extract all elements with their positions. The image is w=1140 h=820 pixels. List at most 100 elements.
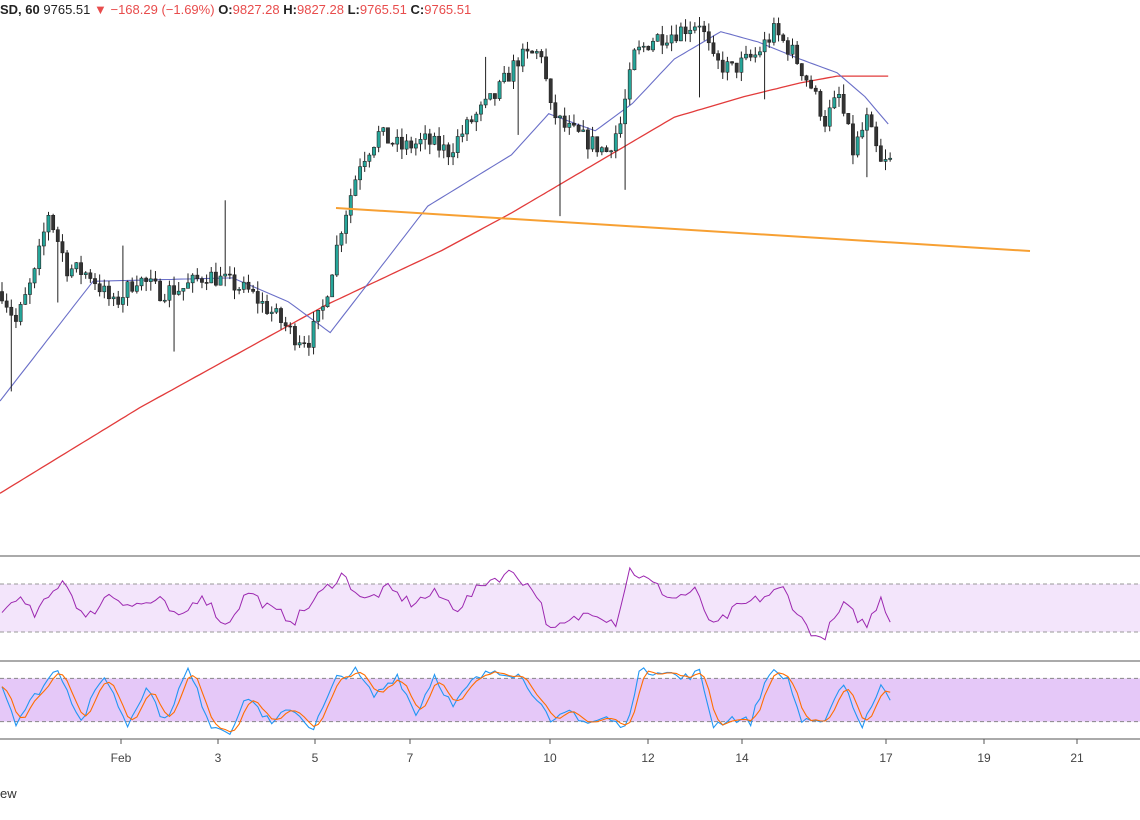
candle <box>353 175 358 197</box>
high-value: 9827.28 <box>296 2 344 17</box>
candle <box>799 63 804 81</box>
candle-body <box>418 139 423 145</box>
candle <box>339 231 344 253</box>
candle-body <box>516 60 521 67</box>
candle <box>753 47 758 63</box>
candle <box>334 235 339 277</box>
candle-body <box>176 290 181 295</box>
price-pane <box>0 17 1140 557</box>
candle-body <box>41 231 46 247</box>
open-value: 9827.28 <box>232 2 280 17</box>
candle <box>604 145 609 153</box>
candle <box>511 54 516 89</box>
candle <box>37 238 42 276</box>
candle <box>209 267 214 284</box>
candle <box>585 127 590 159</box>
candle-body <box>683 26 688 35</box>
candle-body <box>330 274 335 298</box>
candle-body <box>427 133 432 145</box>
candle-body <box>134 285 139 292</box>
candle <box>660 25 665 55</box>
candle <box>520 43 525 73</box>
candle <box>744 45 748 61</box>
candle <box>474 111 479 132</box>
rsi-line <box>1 566 891 641</box>
candle-body <box>497 81 502 99</box>
candle-body <box>665 42 669 46</box>
candle <box>153 271 158 284</box>
candle-body <box>674 34 679 42</box>
candle-body <box>339 233 344 246</box>
candle <box>813 85 818 95</box>
candle-body <box>320 306 325 311</box>
candle <box>837 86 841 107</box>
candle <box>558 114 562 217</box>
candle <box>167 280 172 308</box>
candle-body <box>0 291 4 302</box>
candle <box>144 276 149 292</box>
candle <box>293 323 297 351</box>
candle <box>283 316 288 332</box>
time-tick-label: 14 <box>735 751 749 765</box>
candle-body <box>688 29 693 35</box>
candle <box>218 266 223 286</box>
candle-body <box>441 144 446 151</box>
candle <box>367 152 372 168</box>
candle <box>190 273 195 293</box>
candle-body <box>227 273 232 276</box>
low-label: L: <box>347 2 360 17</box>
candle-body <box>758 51 762 56</box>
candle-body <box>399 136 404 150</box>
candle-body <box>562 115 567 128</box>
last-price: 9765.51 <box>43 2 91 17</box>
candle-body <box>711 42 716 54</box>
candle <box>330 274 335 298</box>
candle <box>697 17 702 98</box>
candle-body <box>669 34 674 44</box>
candle <box>60 234 65 262</box>
candle-body <box>69 268 74 277</box>
time-tick-label: 21 <box>1070 751 1084 765</box>
candle <box>874 121 879 153</box>
candle-body <box>14 314 18 322</box>
candle-body <box>641 45 646 48</box>
candle-body <box>697 25 702 28</box>
candle-body <box>181 288 186 292</box>
candle <box>567 115 572 135</box>
candle <box>651 37 655 52</box>
candle-body <box>144 277 149 282</box>
candle <box>595 136 600 157</box>
candle-body <box>83 272 88 275</box>
candle-body <box>232 274 237 291</box>
candle-body <box>409 140 414 149</box>
close-label: C: <box>410 2 425 17</box>
candle-body <box>771 23 776 43</box>
candle <box>18 301 23 326</box>
candle-body <box>585 129 590 150</box>
candle <box>413 138 418 156</box>
candle-body <box>492 93 497 99</box>
candle <box>674 24 679 43</box>
candle <box>427 128 432 155</box>
candle <box>362 151 367 172</box>
candle-body <box>111 296 116 300</box>
candle <box>832 90 837 110</box>
moving-average-slow <box>0 75 889 494</box>
candle <box>827 99 832 132</box>
candle-body <box>544 56 548 80</box>
candle-body <box>767 39 772 43</box>
candle-body <box>734 62 739 73</box>
time-tick-label: 5 <box>312 751 319 765</box>
candle <box>883 149 888 171</box>
candle <box>246 274 251 293</box>
candle-body <box>785 40 790 55</box>
candle-body <box>97 283 102 293</box>
candle <box>23 287 28 305</box>
candle <box>176 282 181 296</box>
candle-body <box>372 146 376 156</box>
candle <box>186 273 190 289</box>
candle <box>530 50 535 54</box>
candle <box>590 126 595 152</box>
candle-body <box>446 144 451 158</box>
candle <box>544 48 548 82</box>
